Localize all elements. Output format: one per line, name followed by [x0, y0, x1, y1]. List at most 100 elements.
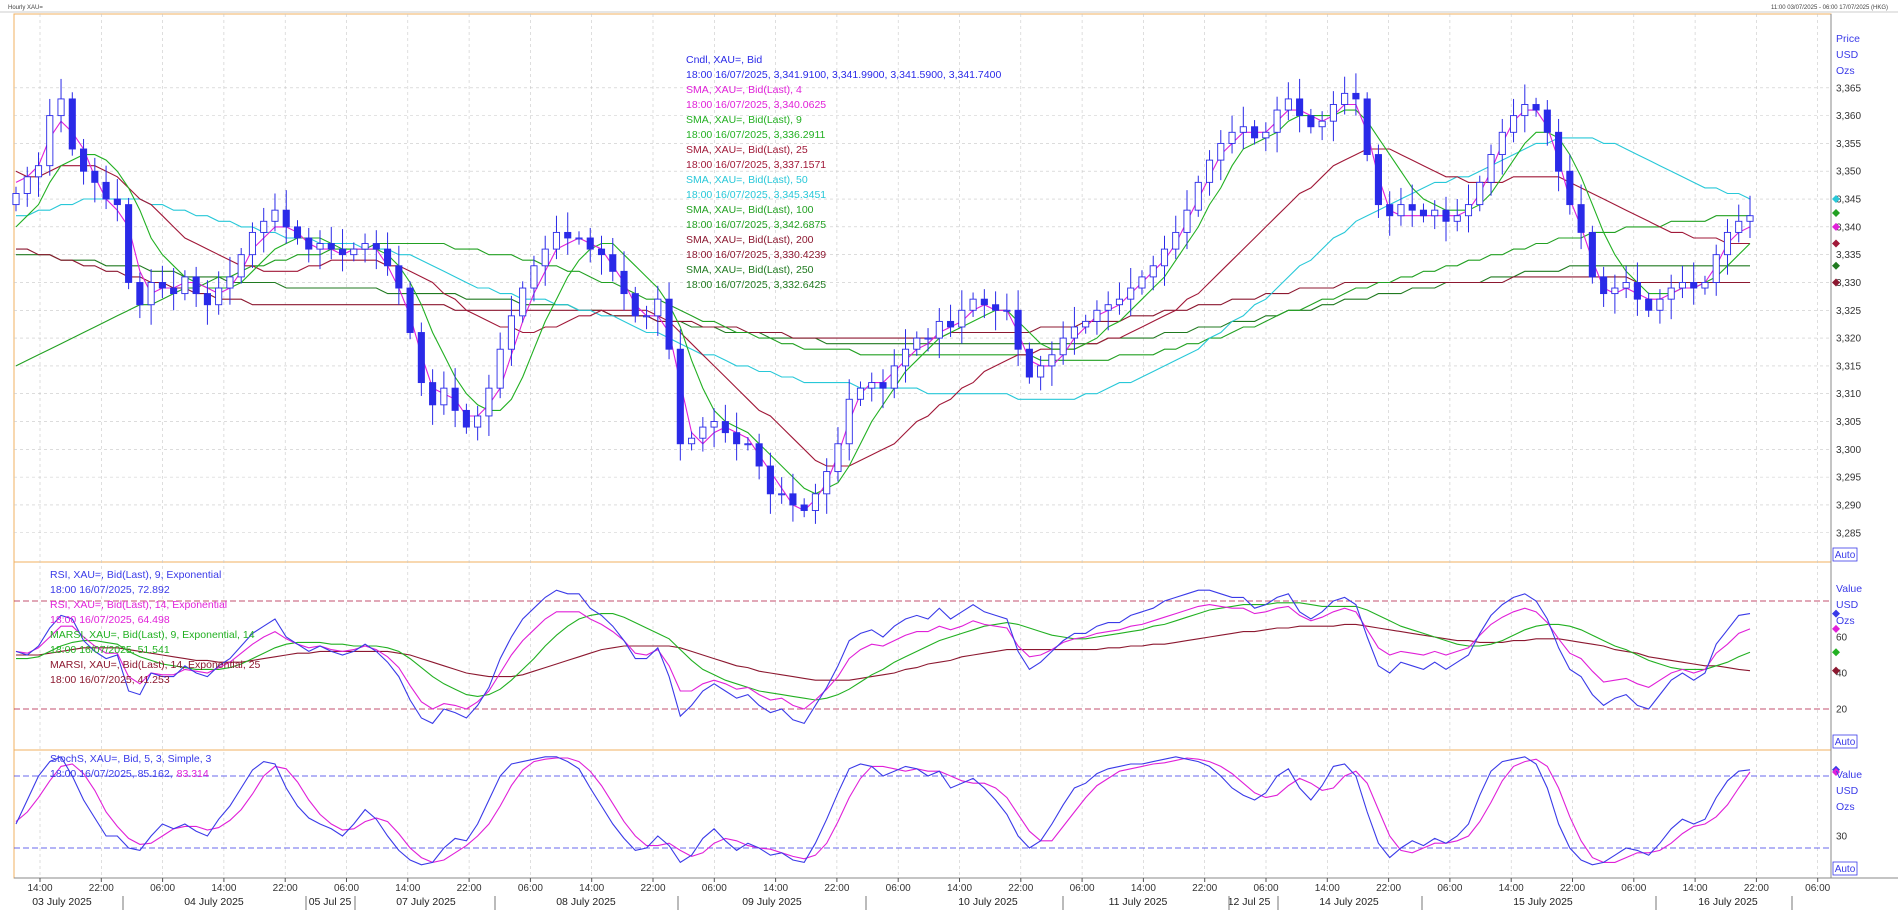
candle-body-25 [293, 226, 302, 239]
stoch-lines: 30 [14, 756, 1848, 866]
candle-body-101 [1149, 265, 1157, 278]
stoch-axis-header-1: Value [1836, 769, 1862, 781]
stoch-legend: StochS, XAU=, Bid, 5, 3, Simple, 3 18:00… [50, 753, 212, 780]
candle-body-31 [361, 243, 369, 250]
time-tick-label-28: 22:00 [1744, 883, 1769, 894]
time-tick-label-15: 14:00 [947, 883, 972, 894]
price-tick-label-7: 3,320 [1836, 334, 1861, 345]
title-bar [0, 0, 1898, 12]
rsi-panel-frame [13, 561, 1832, 751]
candle-body-33 [384, 248, 392, 267]
candle-body-116 [1318, 120, 1326, 128]
candle-body-115 [1307, 115, 1315, 128]
rsi-axis-header-3: Ozs [1836, 615, 1855, 627]
window-title-right: 11:00 03/07/2025 - 06:00 17/07/2025 (HKG… [1771, 5, 1888, 11]
marsi14-legend-value: 18:00 16/07/2025, 41.253 [50, 674, 170, 686]
price-tick-label-3: 3,300 [1836, 445, 1861, 456]
candle-body-138 [1566, 170, 1574, 206]
candle-body-26 [305, 237, 313, 250]
grid-lines [14, 14, 1831, 878]
candle-body-142 [1611, 287, 1619, 295]
candle-body-60 [688, 437, 696, 445]
candle-body-56 [642, 315, 651, 318]
candle-body-40 [462, 409, 470, 428]
rsi14-legend-value: 18:00 16/07/2025, 64.498 [50, 614, 170, 626]
candle-body-145 [1645, 298, 1653, 311]
candle-body-23 [271, 209, 279, 222]
price-marker-4 [1832, 261, 1840, 270]
candle-body-77 [879, 382, 887, 389]
candle-body-20 [237, 254, 245, 278]
candle-body-19 [226, 276, 234, 289]
candle-body-75 [856, 387, 865, 400]
candle-body-102 [1160, 248, 1169, 267]
rsi-marker-2 [1832, 648, 1840, 657]
time-tick-label-22: 22:00 [1376, 883, 1401, 894]
price-axis-ticks: 3,285 3,290 3,295 3,300 3,305 3,310 3,315 3,320… [1836, 83, 1861, 539]
candle-body-133 [1509, 115, 1518, 133]
candle-body-30 [350, 248, 358, 256]
sma250-line [16, 254, 1750, 345]
legend-sma100-label: SMA, XAU=, Bid(Last), 100 [686, 204, 814, 216]
candle-body-55 [631, 293, 639, 317]
stoch-auto-button[interactable] [1832, 861, 1858, 876]
price-axis-header-3: Ozs [1836, 65, 1855, 77]
candle-body-140 [1588, 231, 1596, 278]
marsi9-line [16, 602, 1751, 701]
candle-body-105 [1194, 181, 1202, 211]
candle-body-150 [1701, 282, 1709, 289]
candle-body-82 [935, 320, 943, 339]
time-tick-label-7: 22:00 [457, 883, 482, 894]
stoch-axis-header: Value USD Ozs [1836, 769, 1862, 813]
rsi-auto-button[interactable] [1832, 734, 1858, 749]
stoch-tick-label-0: 30 [1836, 832, 1848, 843]
sma200-line [16, 248, 1750, 339]
price-marker-0 [1832, 195, 1840, 204]
price-auto-button[interactable] [1832, 547, 1858, 562]
candle-body-69 [789, 493, 797, 506]
candle-body-94 [1070, 326, 1078, 339]
candle-body-6 [80, 148, 88, 172]
candle-body-12 [147, 282, 155, 306]
candle-body-112 [1273, 109, 1281, 133]
legend-cndl-label: Cndl, XAU=, Bid [686, 54, 762, 66]
candle-body-113 [1284, 98, 1292, 111]
candle-body-120 [1363, 98, 1371, 156]
time-tick-label-12: 14:00 [763, 883, 788, 894]
candle-body-62 [710, 421, 718, 428]
marsi9-legend-label: MARSI, XAU=, Bid(Last), 9, Exponential, … [50, 629, 255, 641]
stoch-legend-label: StochS, XAU=, Bid, 5, 3, Simple, 3 [50, 753, 212, 765]
candle-body-96 [1093, 309, 1101, 322]
candle-body-118 [1341, 92, 1349, 105]
candle-body-29 [338, 248, 347, 256]
stoch-d-line [15, 757, 1751, 863]
price-tick-label-0: 3,285 [1836, 528, 1861, 539]
candle-body-64 [733, 432, 741, 445]
legend-sma9-value: 18:00 16/07/2025, 3,336.2911 [686, 129, 826, 141]
time-tick-label-20: 06:00 [1253, 883, 1278, 894]
rsi-axis-header: Value USD Ozs [1836, 583, 1862, 627]
legend-sma100-value: 18:00 16/07/2025, 3,342.6875 [686, 219, 826, 231]
time-tick-label-6: 14:00 [395, 883, 420, 894]
candle-body-51 [586, 237, 594, 250]
price-tick-label-1: 3,290 [1836, 500, 1861, 511]
rsi-tick-label-2: 60 [1836, 633, 1848, 644]
candle-body-114 [1296, 98, 1304, 117]
candle-body-18 [215, 287, 223, 306]
time-tick-label-17: 06:00 [1070, 883, 1095, 894]
candle-body-117 [1329, 104, 1337, 122]
time-tick-label-5: 06:00 [334, 883, 359, 894]
rsi-axis-header-2: USD [1836, 599, 1859, 611]
date-label-1: 04 July 2025 [184, 896, 244, 908]
price-tick-label-2: 3,295 [1836, 473, 1861, 484]
candle-body-15 [181, 276, 189, 295]
candle-body-42 [485, 387, 493, 417]
rsi-auto-label: Auto [1835, 737, 1856, 748]
candle-body-58 [665, 298, 673, 350]
candle-body-147 [1667, 287, 1675, 300]
candle-body-28 [327, 243, 335, 250]
rsi9-line [15, 589, 1751, 725]
time-tick-label-8: 06:00 [518, 883, 543, 894]
time-tick-label-16: 22:00 [1008, 883, 1033, 894]
